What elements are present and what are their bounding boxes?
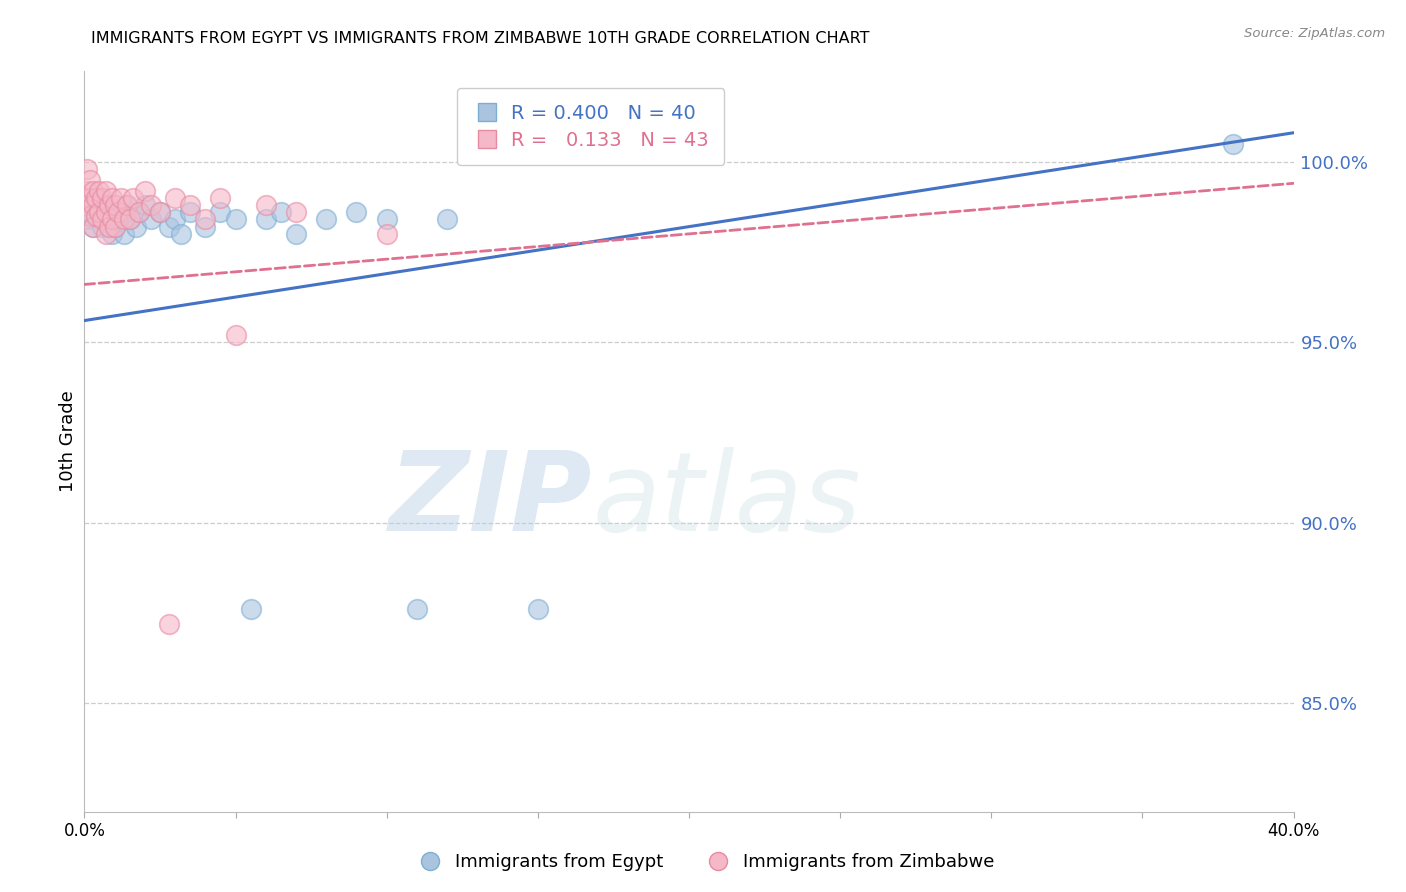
Point	[128, 205, 150, 219]
Text: atlas: atlas	[592, 447, 860, 554]
Point	[254, 212, 277, 227]
Point	[179, 198, 201, 212]
Point	[375, 227, 398, 241]
Point	[118, 212, 141, 227]
Point	[112, 212, 135, 227]
Point	[91, 219, 114, 234]
Point	[149, 205, 172, 219]
Point	[76, 198, 98, 212]
Point	[139, 212, 162, 227]
Point	[79, 209, 101, 223]
Point	[239, 602, 262, 616]
Point	[79, 172, 101, 186]
Point	[97, 198, 120, 212]
Point	[82, 184, 104, 198]
Point	[346, 205, 368, 219]
Text: ZIP: ZIP	[388, 447, 592, 554]
Text: Source: ZipAtlas.com: Source: ZipAtlas.com	[1244, 27, 1385, 40]
Point	[165, 191, 187, 205]
Point	[110, 191, 132, 205]
Point	[97, 219, 120, 234]
Point	[527, 602, 550, 616]
Point	[112, 227, 135, 241]
Point	[118, 212, 141, 227]
Point	[107, 212, 129, 227]
Text: IMMIGRANTS FROM EGYPT VS IMMIGRANTS FROM ZIMBABWE 10TH GRADE CORRELATION CHART: IMMIGRANTS FROM EGYPT VS IMMIGRANTS FROM…	[91, 31, 870, 46]
Point	[82, 219, 104, 234]
Point	[225, 212, 247, 227]
Point	[89, 205, 111, 219]
Point	[76, 212, 98, 227]
Point	[375, 212, 398, 227]
Point	[94, 227, 117, 241]
Point	[82, 219, 104, 234]
Point	[89, 209, 111, 223]
Point	[104, 198, 127, 212]
Point	[406, 602, 429, 616]
Point	[76, 191, 98, 205]
Point	[285, 227, 308, 241]
Point	[179, 205, 201, 219]
Point	[115, 198, 138, 212]
Point	[91, 212, 114, 227]
Point	[1222, 136, 1244, 151]
Point	[134, 184, 156, 198]
Point	[149, 205, 172, 219]
Point	[76, 161, 98, 176]
Point	[104, 219, 127, 234]
Point	[209, 205, 232, 219]
Point	[134, 198, 156, 212]
Point	[76, 184, 98, 198]
Point	[254, 198, 277, 212]
Point	[86, 209, 108, 223]
Point	[86, 191, 108, 205]
Point	[86, 191, 108, 205]
Point	[82, 198, 104, 212]
Point	[100, 191, 122, 205]
Point	[100, 212, 122, 227]
Point	[79, 191, 101, 205]
Legend: Immigrants from Egypt, Immigrants from Zimbabwe: Immigrants from Egypt, Immigrants from Z…	[405, 847, 1001, 879]
Point	[94, 205, 117, 219]
Point	[157, 616, 180, 631]
Point	[270, 205, 292, 219]
Point	[139, 198, 162, 212]
Point	[225, 328, 247, 343]
Legend: R = 0.400   N = 40, R =   0.133   N = 43: R = 0.400 N = 40, R = 0.133 N = 43	[457, 88, 724, 165]
Point	[115, 198, 138, 212]
Point	[110, 205, 132, 219]
Point	[165, 212, 187, 227]
Point	[94, 198, 117, 212]
Point	[125, 219, 148, 234]
Point	[79, 205, 101, 219]
Point	[100, 227, 122, 241]
Point	[104, 219, 127, 234]
Point	[82, 198, 104, 212]
Point	[91, 191, 114, 205]
Point	[89, 184, 111, 198]
Point	[285, 205, 308, 219]
Point	[194, 212, 217, 227]
Point	[209, 191, 232, 205]
Point	[94, 184, 117, 198]
Point	[157, 219, 180, 234]
Point	[315, 212, 337, 227]
Point	[121, 191, 143, 205]
Point	[97, 209, 120, 223]
Point	[128, 205, 150, 219]
Point	[170, 227, 193, 241]
Point	[436, 212, 458, 227]
Y-axis label: 10th Grade: 10th Grade	[59, 391, 77, 492]
Point	[194, 219, 217, 234]
Point	[107, 205, 129, 219]
